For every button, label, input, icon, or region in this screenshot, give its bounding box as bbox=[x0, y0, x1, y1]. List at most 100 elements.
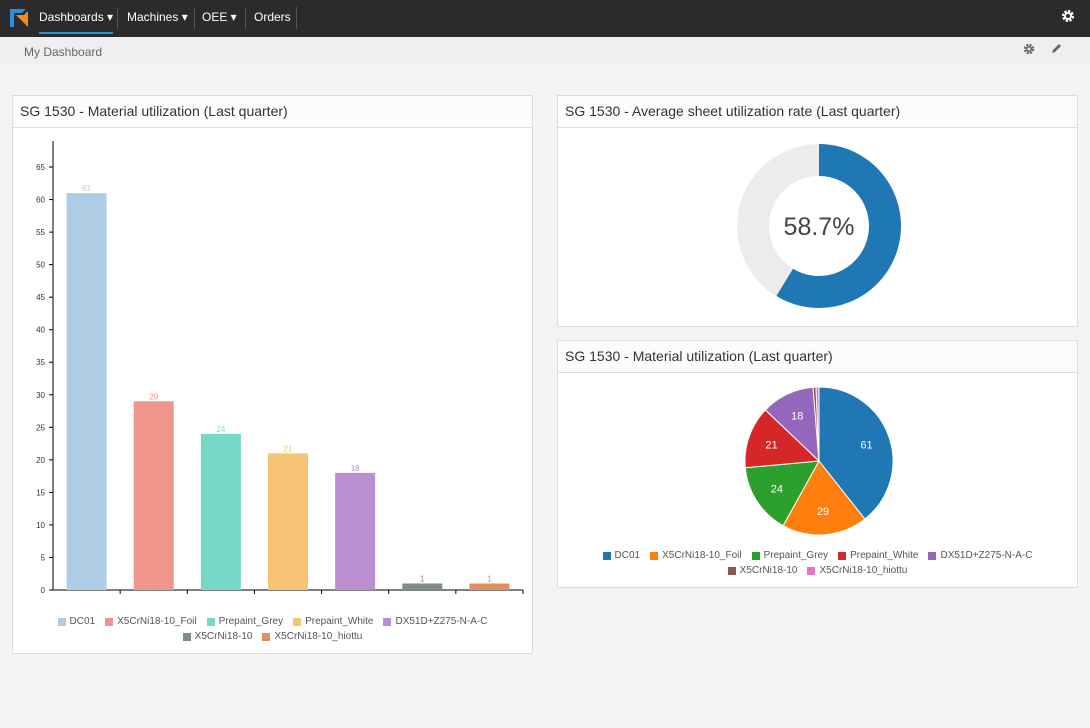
data-label: 1 bbox=[487, 574, 492, 583]
legend: DC01 X5CrNi18-10_Foil Prepaint_Grey Prepain… bbox=[13, 616, 532, 642]
y-tick-label: 40 bbox=[36, 326, 45, 335]
separator bbox=[296, 7, 297, 29]
legend-item[interactable]: X5CrNi18-10_Foil bbox=[650, 550, 742, 561]
y-tick-label: 0 bbox=[41, 586, 46, 595]
legend-item[interactable]: X5CrNi18-10_hiottu bbox=[262, 631, 362, 642]
legend: DC01 X5CrNi18-10_Foil Prepaint_Grey Prepain… bbox=[558, 550, 1077, 576]
bar-chart: 0 5 10 15 20 25 30 35 40 45 50 55 60 65 61 29 24 21 18 1 1 bbox=[36, 141, 524, 595]
data-label: 1 bbox=[420, 574, 425, 583]
bar bbox=[66, 193, 107, 590]
pie-slice bbox=[782, 460, 866, 536]
legend-swatch bbox=[206, 617, 215, 626]
nav-item[interactable]: Machines ▾ bbox=[127, 10, 188, 24]
legend-item[interactable]: DC01 bbox=[602, 550, 641, 561]
pie-slice bbox=[744, 409, 821, 469]
panel-title: SG 1530 - Material utilization (Last qua… bbox=[558, 341, 1077, 373]
slice-label: 24 bbox=[771, 483, 783, 495]
data-label: 21 bbox=[284, 444, 293, 453]
y-tick-label: 30 bbox=[36, 391, 45, 400]
legend-swatch bbox=[383, 617, 392, 626]
y-tick-label: 15 bbox=[36, 488, 45, 497]
y-tick-label: 20 bbox=[36, 456, 45, 465]
pie-slice bbox=[815, 386, 820, 462]
legend-item[interactable]: Prepaint_Grey bbox=[206, 616, 284, 627]
panel: SG 1530 - Material utilization (Last qua… bbox=[12, 95, 533, 654]
bar bbox=[200, 433, 241, 590]
legend-label: DX51D+Z275-N-A-C bbox=[940, 550, 1033, 561]
panel-title: SG 1530 - Average sheet utilization rate… bbox=[558, 96, 1077, 128]
data-label: 24 bbox=[216, 425, 225, 434]
slice-label: 21 bbox=[765, 439, 777, 451]
nav-item[interactable]: Dashboards ▾ bbox=[39, 3, 114, 34]
y-tick-label: 5 bbox=[41, 553, 46, 562]
legend-label: X5CrNi18-10_Foil bbox=[662, 550, 742, 561]
legend-label: DC01 bbox=[614, 550, 641, 561]
pie-slice bbox=[744, 460, 820, 527]
legend-label: X5CrNi18-10_hiottu bbox=[819, 565, 908, 576]
legend-item[interactable]: DX51D+Z275-N-A-C bbox=[928, 550, 1032, 561]
y-tick-label: 45 bbox=[36, 293, 45, 302]
legend-swatch bbox=[751, 551, 760, 560]
breadcrumb-bar: My Dashboard bbox=[0, 37, 1090, 65]
settings-icon[interactable] bbox=[1061, 9, 1075, 23]
bar bbox=[335, 472, 376, 590]
pie-chart: 61 29 24 21 18 bbox=[744, 386, 894, 536]
legend-swatch bbox=[293, 617, 302, 626]
y-tick-label: 65 bbox=[36, 163, 45, 172]
y-tick-label: 10 bbox=[36, 521, 45, 530]
pie-slice bbox=[818, 386, 894, 520]
page-title: My Dashboard bbox=[24, 45, 103, 59]
legend-swatch bbox=[182, 632, 191, 641]
legend-label: Prepaint_White bbox=[850, 550, 919, 561]
y-tick-label: 25 bbox=[36, 423, 45, 432]
legend-label: Prepaint_Grey bbox=[763, 550, 829, 561]
legend-label: X5CrNi18-10 bbox=[739, 565, 798, 576]
legend-swatch bbox=[838, 551, 847, 560]
legend-item[interactable]: X5CrNi18-10 bbox=[727, 565, 798, 576]
y-tick-label: 60 bbox=[36, 196, 45, 205]
legend-item[interactable]: Prepaint_White bbox=[838, 550, 918, 561]
settings-icon[interactable] bbox=[1023, 43, 1035, 55]
legend-swatch bbox=[262, 632, 271, 641]
legend-swatch bbox=[602, 551, 611, 560]
bar bbox=[133, 401, 174, 590]
legend-label: X5CrNi18-10_hiottu bbox=[274, 631, 363, 642]
legend-item[interactable]: DX51D+Z275-N-A-C bbox=[383, 616, 487, 627]
donut-value: 58.7% bbox=[784, 213, 855, 241]
edit-icon[interactable] bbox=[1050, 43, 1062, 55]
separator bbox=[117, 7, 118, 29]
legend-item[interactable]: X5CrNi18-10_hiottu bbox=[807, 565, 907, 576]
donut-chart: 58.7% bbox=[737, 144, 901, 308]
slice-label: 61 bbox=[860, 439, 872, 451]
donut-arc bbox=[776, 144, 901, 308]
legend-label: Prepaint_Grey bbox=[218, 616, 284, 627]
legend-swatch bbox=[105, 617, 114, 626]
bar bbox=[402, 583, 443, 590]
legend-swatch bbox=[807, 566, 816, 575]
legend-item[interactable]: Prepaint_Grey bbox=[751, 550, 829, 561]
bar bbox=[469, 583, 510, 590]
legend-label: X5CrNi18-10 bbox=[194, 631, 253, 642]
legend-item[interactable]: Prepaint_White bbox=[293, 616, 373, 627]
panel-title: SG 1530 - Material utilization (Last qua… bbox=[13, 96, 532, 128]
legend-swatch bbox=[928, 551, 937, 560]
legend-item[interactable]: X5CrNi18-10 bbox=[182, 631, 253, 642]
separator bbox=[245, 7, 246, 29]
panel: SG 1530 - Material utilization (Last qua… bbox=[557, 340, 1078, 588]
legend-label: DX51D+Z275-N-A-C bbox=[395, 616, 488, 627]
legend-item[interactable]: DC01 bbox=[57, 616, 96, 627]
slice-label: 18 bbox=[791, 411, 803, 423]
legend-label: DC01 bbox=[69, 616, 96, 627]
data-label: 18 bbox=[351, 464, 360, 473]
legend-label: X5CrNi18-10_Foil bbox=[117, 616, 197, 627]
legend-swatch bbox=[727, 566, 736, 575]
nav-item[interactable]: OEE ▾ bbox=[202, 10, 237, 24]
nav-item[interactable]: Orders bbox=[254, 10, 291, 24]
data-label: 29 bbox=[149, 392, 158, 401]
data-label: 61 bbox=[82, 184, 91, 193]
legend-item[interactable]: X5CrNi18-10_Foil bbox=[105, 616, 197, 627]
bar bbox=[268, 453, 308, 590]
slice-label: 29 bbox=[817, 506, 829, 518]
y-tick-label: 50 bbox=[36, 261, 45, 270]
